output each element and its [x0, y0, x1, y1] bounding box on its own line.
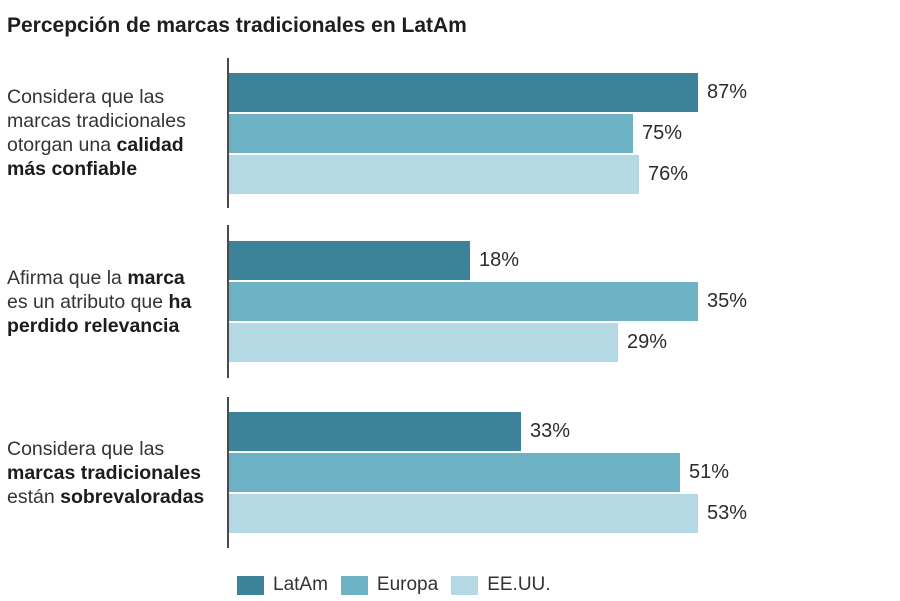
legend-swatch-latam	[237, 575, 264, 595]
legend-item-eeuu: EE.UU.	[451, 574, 551, 596]
chart-group-3: Considera que las marcas tradicionales est…	[0, 397, 900, 548]
group-label-3: Considera que las marcas tradicionales est…	[7, 397, 221, 548]
bar-value-label: 29%	[627, 331, 668, 353]
bar-value-label: 75%	[642, 121, 683, 144]
bar-row: 75%	[229, 113, 889, 153]
bar-europa	[229, 282, 698, 321]
bar-eeuu	[229, 323, 618, 362]
bar-row: 53%	[229, 494, 889, 533]
bar-row: 29%	[229, 323, 889, 362]
bar-europa	[229, 113, 633, 153]
bar-value-label: 76%	[648, 162, 689, 185]
axis-line	[227, 225, 229, 378]
chart-title: Percepción de marcas tradicionales en La…	[7, 14, 467, 38]
bar-row: 51%	[229, 453, 889, 492]
group-label-line: más confiable	[7, 158, 138, 180]
bar-value-label: 18%	[479, 249, 520, 271]
bar-value-label: 87%	[707, 80, 748, 103]
bar-eeuu	[229, 494, 698, 533]
bar-europa	[229, 453, 680, 492]
bar-row: 87%	[229, 72, 889, 112]
group-label-line: Considera que las	[7, 86, 165, 108]
axis-line	[227, 58, 229, 208]
chart-group-2: Afirma que la marca es un atributo que ha…	[0, 225, 900, 378]
bar-value-label: 53%	[707, 502, 748, 524]
bar-latam	[229, 241, 470, 280]
bar-value-label: 35%	[707, 290, 748, 312]
group-label-line: otorgan una calidad	[7, 134, 184, 156]
legend: LatAm Europa EE.UU.	[237, 574, 551, 596]
group-label-line: están sobrevaloradas	[7, 485, 205, 508]
group-bars: 33% 51% 53%	[229, 397, 889, 548]
legend-item-europa: Europa	[340, 574, 439, 596]
group-label-line: marcas tradicionales	[7, 110, 186, 132]
group-label-1: Considera que las marcas tradicionales oto…	[7, 58, 221, 208]
bar-row: 33%	[229, 412, 889, 451]
axis-line	[227, 397, 229, 548]
legend-label-eeuu: EE.UU.	[487, 574, 551, 595]
bar-value-label: 33%	[530, 420, 571, 442]
legend-item-latam: LatAm	[237, 574, 328, 596]
bar-latam	[229, 412, 521, 451]
bar-value-label: 51%	[689, 461, 730, 483]
bar-latam	[229, 72, 698, 112]
bar-eeuu	[229, 154, 639, 194]
group-bars: 87% 75% 76%	[229, 58, 889, 208]
legend-swatch-eeuu	[451, 575, 479, 595]
group-label-line: Considera que las	[7, 437, 165, 460]
group-label-line: perdido relevancia	[7, 314, 180, 337]
group-label-line: Afirma que la marca	[7, 266, 185, 289]
bar-row: 76%	[229, 154, 889, 194]
legend-label-latam: LatAm	[273, 574, 328, 595]
legend-swatch-europa	[340, 575, 368, 595]
bar-row: 18%	[229, 241, 889, 280]
group-bars: 18% 35% 29%	[229, 225, 889, 378]
group-label-line: es un atributo que ha	[7, 290, 192, 313]
bar-row: 35%	[229, 282, 889, 321]
group-label-line: marcas tradicionales	[7, 461, 202, 484]
legend-label-europa: Europa	[376, 574, 439, 595]
group-label-2: Afirma que la marca es un atributo que ha…	[7, 225, 221, 378]
chart-group-1: Considera que las marcas tradicionales oto…	[0, 58, 900, 208]
